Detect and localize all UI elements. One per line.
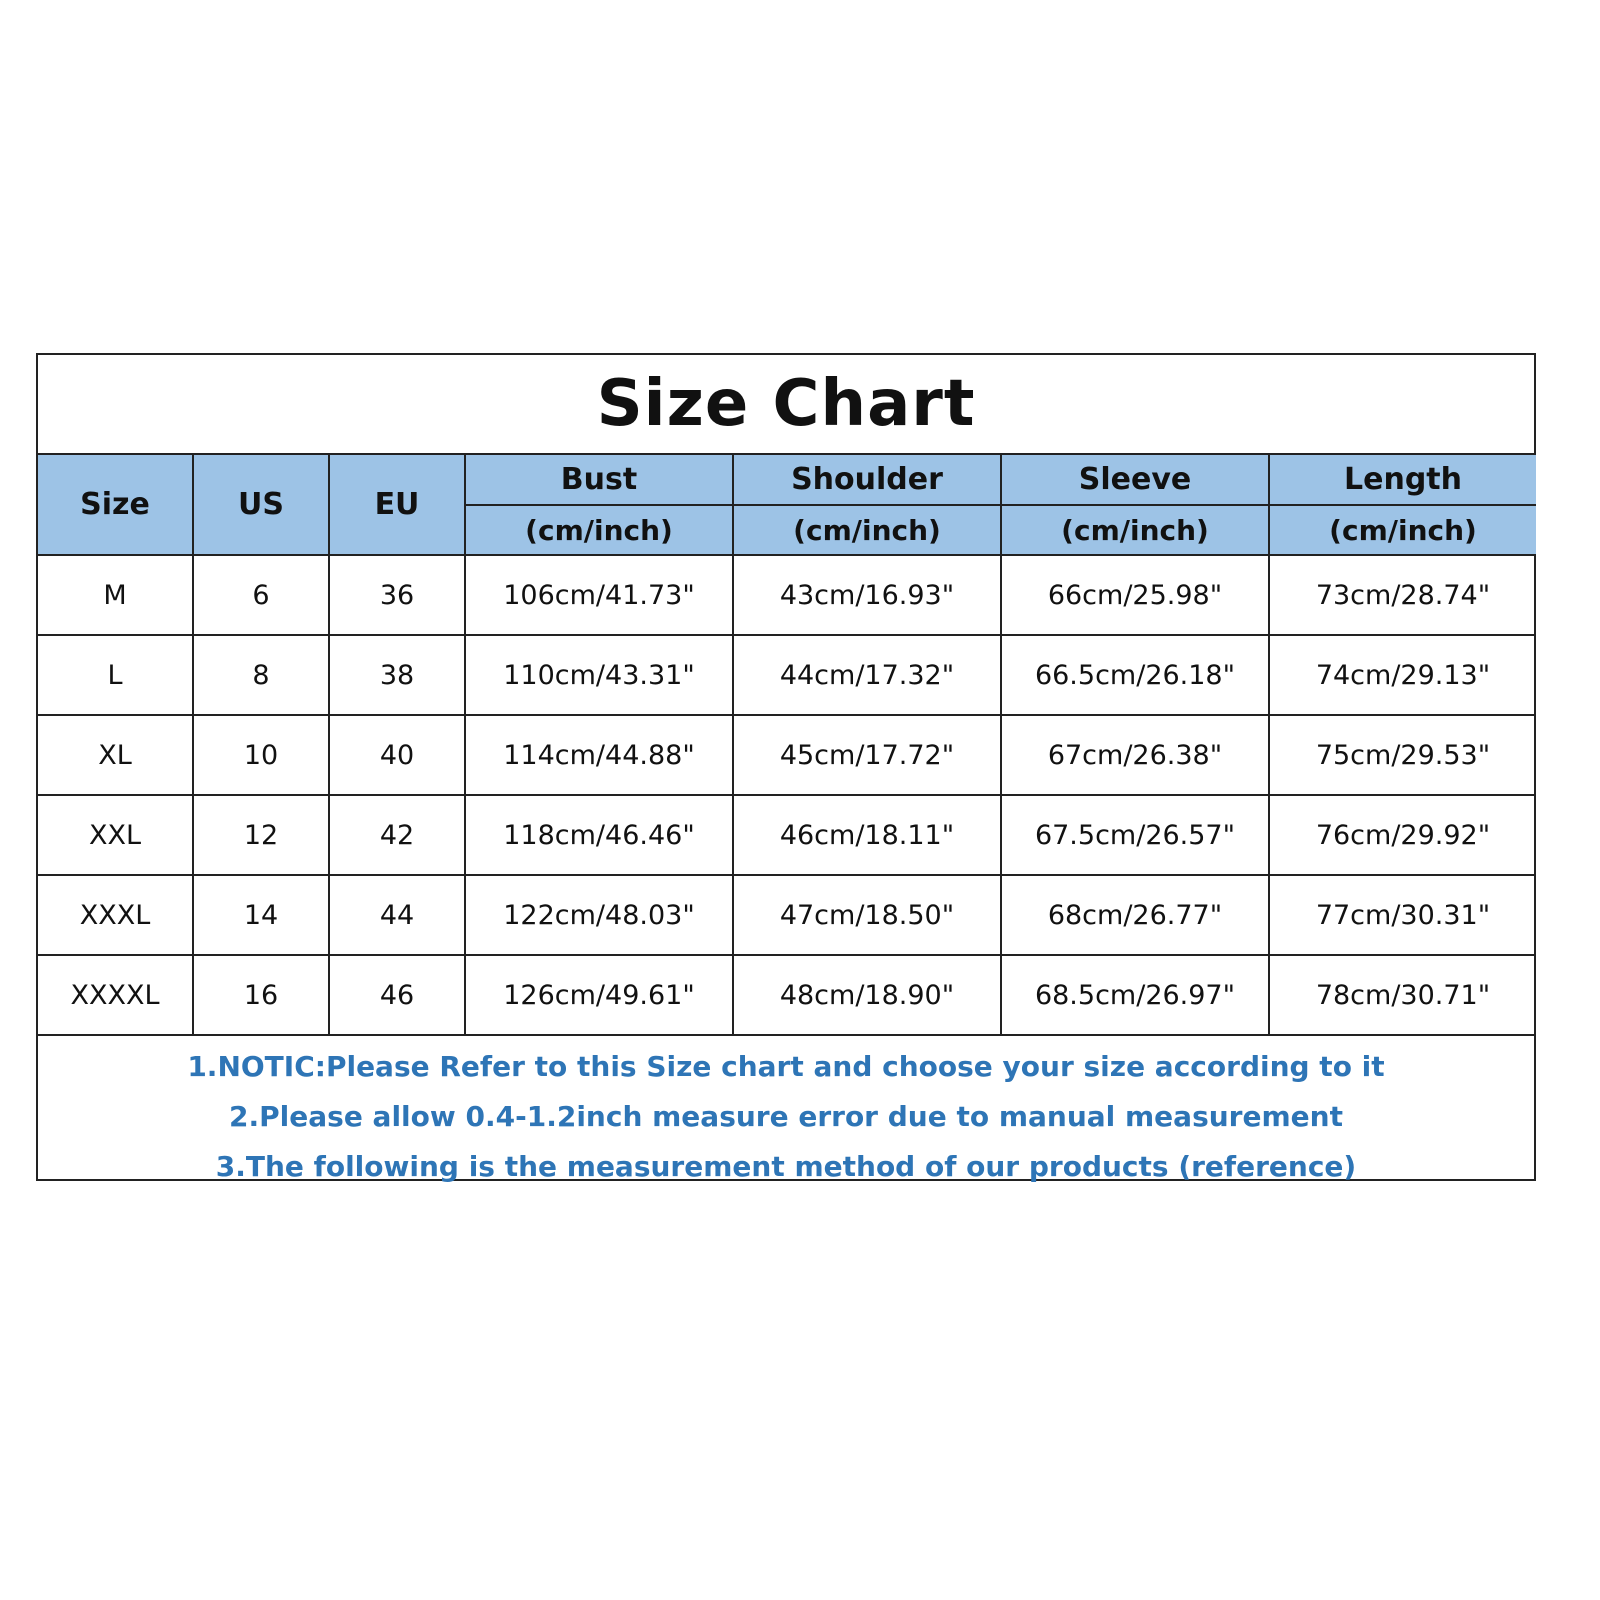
cell-shoulder: 44cm/17.32"	[732, 634, 1002, 716]
header-bust-unit: (cm/inch)	[465, 504, 734, 556]
cell-us: 16	[192, 954, 330, 1036]
header-us: US	[192, 455, 330, 556]
header-shoulder-unit: (cm/inch)	[732, 504, 1002, 556]
cell-us: 14	[192, 874, 330, 956]
header-size: Size	[38, 455, 194, 556]
note-2: 2.Please allow 0.4-1.2inch measure error…	[229, 1100, 1343, 1133]
header-sleeve: Sleeve	[1000, 455, 1270, 506]
cell-sleeve: 66cm/25.98"	[1000, 554, 1270, 636]
note-1: 1.NOTIC:Please Refer to this Size chart …	[187, 1050, 1385, 1083]
cell-sleeve: 67cm/26.38"	[1000, 714, 1270, 796]
cell-eu: 36	[328, 554, 466, 636]
cell-sleeve: 68cm/26.77"	[1000, 874, 1270, 956]
cell-size: XXXL	[38, 874, 194, 956]
cell-length: 75cm/29.53"	[1268, 714, 1536, 796]
cell-size: XXL	[38, 794, 194, 876]
table-row: XXL 12 42 118cm/46.46" 46cm/18.11" 67.5cm/26.…	[38, 794, 1536, 876]
cell-eu: 46	[328, 954, 466, 1036]
cell-eu: 44	[328, 874, 466, 956]
cell-us: 10	[192, 714, 330, 796]
cell-bust: 114cm/44.88"	[464, 714, 734, 796]
notes: 1.NOTIC:Please Refer to this Size chart …	[38, 1036, 1534, 1194]
cell-us: 8	[192, 634, 330, 716]
cell-shoulder: 46cm/18.11"	[732, 794, 1002, 876]
cell-length: 76cm/29.92"	[1268, 794, 1536, 876]
size-table: Size US EU Bust Shoulder Sleeve Length (…	[38, 455, 1536, 1036]
chart-title: Size Chart	[38, 355, 1534, 455]
cell-length: 73cm/28.74"	[1268, 554, 1536, 636]
cell-size: XXXXL	[38, 954, 194, 1036]
note-3: 3.The following is the measurement metho…	[215, 1150, 1357, 1183]
table-row: L 8 38 110cm/43.31" 44cm/17.32" 66.5cm/26.18"…	[38, 634, 1536, 716]
cell-size: XL	[38, 714, 194, 796]
cell-bust: 118cm/46.46"	[464, 794, 734, 876]
cell-shoulder: 43cm/16.93"	[732, 554, 1002, 636]
cell-us: 12	[192, 794, 330, 876]
table-row: M 6 36 106cm/41.73" 43cm/16.93" 66cm/25.98" 73…	[38, 554, 1536, 636]
header-bust: Bust	[464, 455, 734, 506]
cell-eu: 38	[328, 634, 466, 716]
table-row: XL 10 40 114cm/44.88" 45cm/17.72" 67cm/26.38"…	[38, 714, 1536, 796]
header-length-unit: (cm/inch)	[1268, 504, 1536, 556]
cell-eu: 42	[328, 794, 466, 876]
cell-bust: 122cm/48.03"	[464, 874, 734, 956]
cell-shoulder: 47cm/18.50"	[732, 874, 1002, 956]
size-chart: Size Chart Size US EU Bust Shoulder Slee…	[36, 353, 1536, 1183]
cell-length: 77cm/30.31"	[1268, 874, 1536, 956]
cell-sleeve: 68.5cm/26.97"	[1000, 954, 1270, 1036]
cell-us: 6	[192, 554, 330, 636]
table-row: XXXL 14 44 122cm/48.03" 47cm/18.50" 68cm/26.7…	[38, 874, 1536, 956]
cell-shoulder: 48cm/18.90"	[732, 954, 1002, 1036]
table-row: XXXXL 16 46 126cm/49.61" 48cm/18.90" 68.5cm/2…	[38, 954, 1536, 1036]
cell-length: 78cm/30.71"	[1268, 954, 1536, 1036]
cell-size: L	[38, 634, 194, 716]
cell-bust: 126cm/49.61"	[464, 954, 734, 1036]
header-length: Length	[1268, 455, 1536, 506]
cell-bust: 106cm/41.73"	[464, 554, 734, 636]
cell-sleeve: 67.5cm/26.57"	[1000, 794, 1270, 876]
header-shoulder: Shoulder	[732, 455, 1002, 506]
cell-sleeve: 66.5cm/26.18"	[1000, 634, 1270, 716]
cell-size: M	[38, 554, 194, 636]
cell-bust: 110cm/43.31"	[464, 634, 734, 716]
cell-length: 74cm/29.13"	[1268, 634, 1536, 716]
cell-eu: 40	[328, 714, 466, 796]
header-eu: EU	[328, 455, 466, 556]
cell-shoulder: 45cm/17.72"	[732, 714, 1002, 796]
header-sleeve-unit: (cm/inch)	[1000, 504, 1270, 556]
